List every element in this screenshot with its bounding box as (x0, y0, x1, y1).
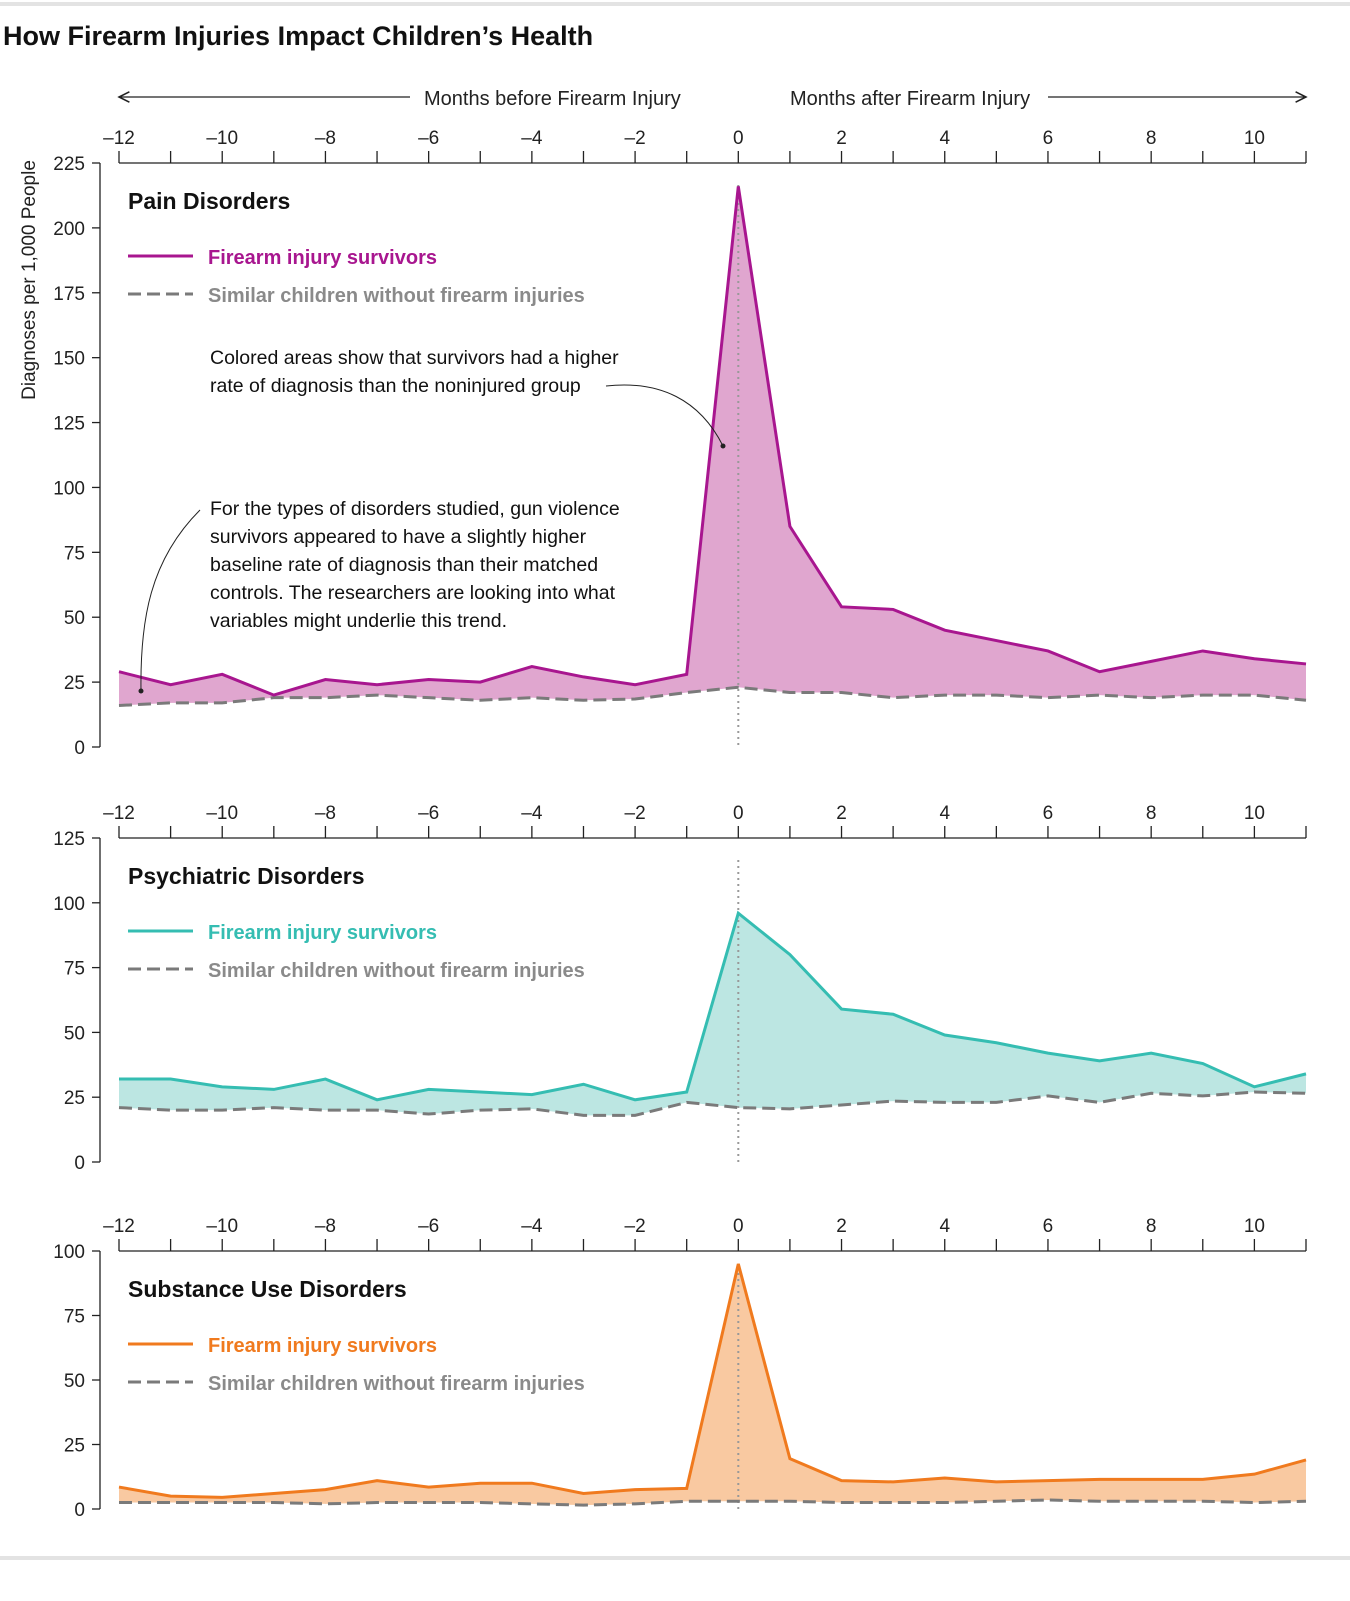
y-tick-label: 225 (53, 154, 85, 175)
x-tick-label: 0 (733, 128, 744, 149)
y-tick-label: 75 (64, 1307, 85, 1328)
annotation-line: For the types of disorders studied, gun … (210, 498, 620, 520)
x-tick-label: 2 (836, 803, 847, 824)
panel-title: Pain Disorders (128, 188, 290, 214)
x-tick-label: 8 (1146, 128, 1157, 149)
y-tick-label: 75 (64, 959, 85, 980)
annotation-line: rate of diagnosis than the noninjured gr… (210, 375, 581, 397)
y-tick-label: 50 (64, 1371, 85, 1392)
x-tick-label: –12 (103, 803, 135, 824)
top-rule (0, 2, 1350, 6)
x-tick-label: –6 (418, 1216, 439, 1237)
x-tick-label: –12 (103, 1216, 135, 1237)
annotation-line: survivors appeared to have a slightly hi… (210, 526, 587, 548)
x-tick-label: 8 (1146, 803, 1157, 824)
x-tick-label: 0 (733, 803, 744, 824)
y-tick-label: 50 (64, 608, 85, 629)
x-tick-label: –12 (103, 128, 135, 149)
bottom-rule (0, 1556, 1350, 1560)
panel-title: Substance Use Disorders (128, 1276, 407, 1302)
x-tick-label: –10 (206, 803, 238, 824)
x-tick-label: –2 (625, 803, 646, 824)
y-tick-label: 100 (53, 1242, 85, 1263)
x-tick-label: 8 (1146, 1216, 1157, 1237)
x-tick-label: 10 (1244, 1216, 1265, 1237)
legend-label-controls: Similar children without firearm injurie… (208, 1373, 585, 1395)
x-tick-label: –8 (315, 803, 336, 824)
y-tick-label: 25 (64, 673, 85, 694)
y-tick-label: 75 (64, 543, 85, 564)
y-tick-label: 0 (74, 738, 85, 759)
annotation-line: Colored areas show that survivors had a … (210, 347, 619, 369)
before-label: Months before Firearm Injury (424, 88, 681, 110)
x-tick-label: 4 (939, 128, 950, 149)
x-tick-label: –4 (521, 803, 543, 824)
annotation-leader-2 (141, 510, 200, 691)
annotation-dot-1 (721, 444, 726, 449)
annotation-baseline: For the types of disorders studied, gun … (210, 498, 620, 632)
chart-title: How Firearm Injuries Impact Children’s H… (3, 21, 593, 51)
time-header: Months before Firearm Injury Months afte… (119, 88, 1306, 110)
y-tick-label: 50 (64, 1023, 85, 1044)
x-tick-label: –6 (418, 803, 439, 824)
y-tick-label: 200 (53, 219, 85, 240)
legend-label-survivors: Firearm injury survivors (208, 247, 437, 269)
y-tick-label: 175 (53, 284, 85, 305)
x-tick-label: 4 (939, 803, 950, 824)
y-tick-label: 25 (64, 1088, 85, 1109)
x-tick-label: 10 (1244, 128, 1265, 149)
y-axis-label: Diagnoses per 1,000 People (19, 160, 40, 400)
annotation-dot-2 (139, 689, 144, 694)
panel-title: Psychiatric Disorders (128, 863, 365, 889)
x-tick-label: 10 (1244, 803, 1265, 824)
annotation-colored-areas: Colored areas show that survivors had a … (210, 347, 619, 397)
annotation-leader-1 (606, 385, 723, 446)
y-tick-label: 25 (64, 1436, 85, 1457)
x-tick-label: 6 (1043, 1216, 1054, 1237)
legend-label-controls: Similar children without firearm injurie… (208, 285, 585, 307)
y-tick-label: 0 (74, 1500, 85, 1521)
x-tick-label: –8 (315, 1216, 336, 1237)
x-tick-label: –6 (418, 128, 439, 149)
x-tick-label: –8 (315, 128, 336, 149)
x-tick-label: –10 (206, 1216, 238, 1237)
after-label: Months after Firearm Injury (790, 88, 1030, 110)
x-tick-label: –2 (625, 128, 646, 149)
x-tick-label: –10 (206, 128, 238, 149)
y-tick-label: 100 (53, 894, 85, 915)
x-tick-label: –4 (521, 1216, 543, 1237)
y-tick-label: 125 (53, 829, 85, 850)
annotation-line: controls. The researchers are looking in… (210, 582, 616, 604)
y-tick-label: 0 (74, 1153, 85, 1174)
legend-label-controls: Similar children without firearm injurie… (208, 960, 585, 982)
y-tick-label: 125 (53, 414, 85, 435)
legend-label-survivors: Firearm injury survivors (208, 922, 437, 944)
x-tick-label: 4 (939, 1216, 950, 1237)
y-tick-label: 100 (53, 478, 85, 499)
x-tick-label: –2 (625, 1216, 646, 1237)
x-tick-label: 2 (836, 128, 847, 149)
annotation-line: variables might underlie this trend. (210, 610, 507, 632)
legend-label-survivors: Firearm injury survivors (208, 1335, 437, 1357)
x-tick-label: 0 (733, 1216, 744, 1237)
x-tick-label: 6 (1043, 803, 1054, 824)
x-tick-label: 6 (1043, 128, 1054, 149)
x-tick-label: 2 (836, 1216, 847, 1237)
x-tick-label: –4 (521, 128, 543, 149)
annotations: Colored areas show that survivors had a … (139, 347, 726, 694)
y-tick-label: 150 (53, 349, 85, 370)
annotation-line: baseline rate of diagnosis than their ma… (210, 554, 598, 576)
